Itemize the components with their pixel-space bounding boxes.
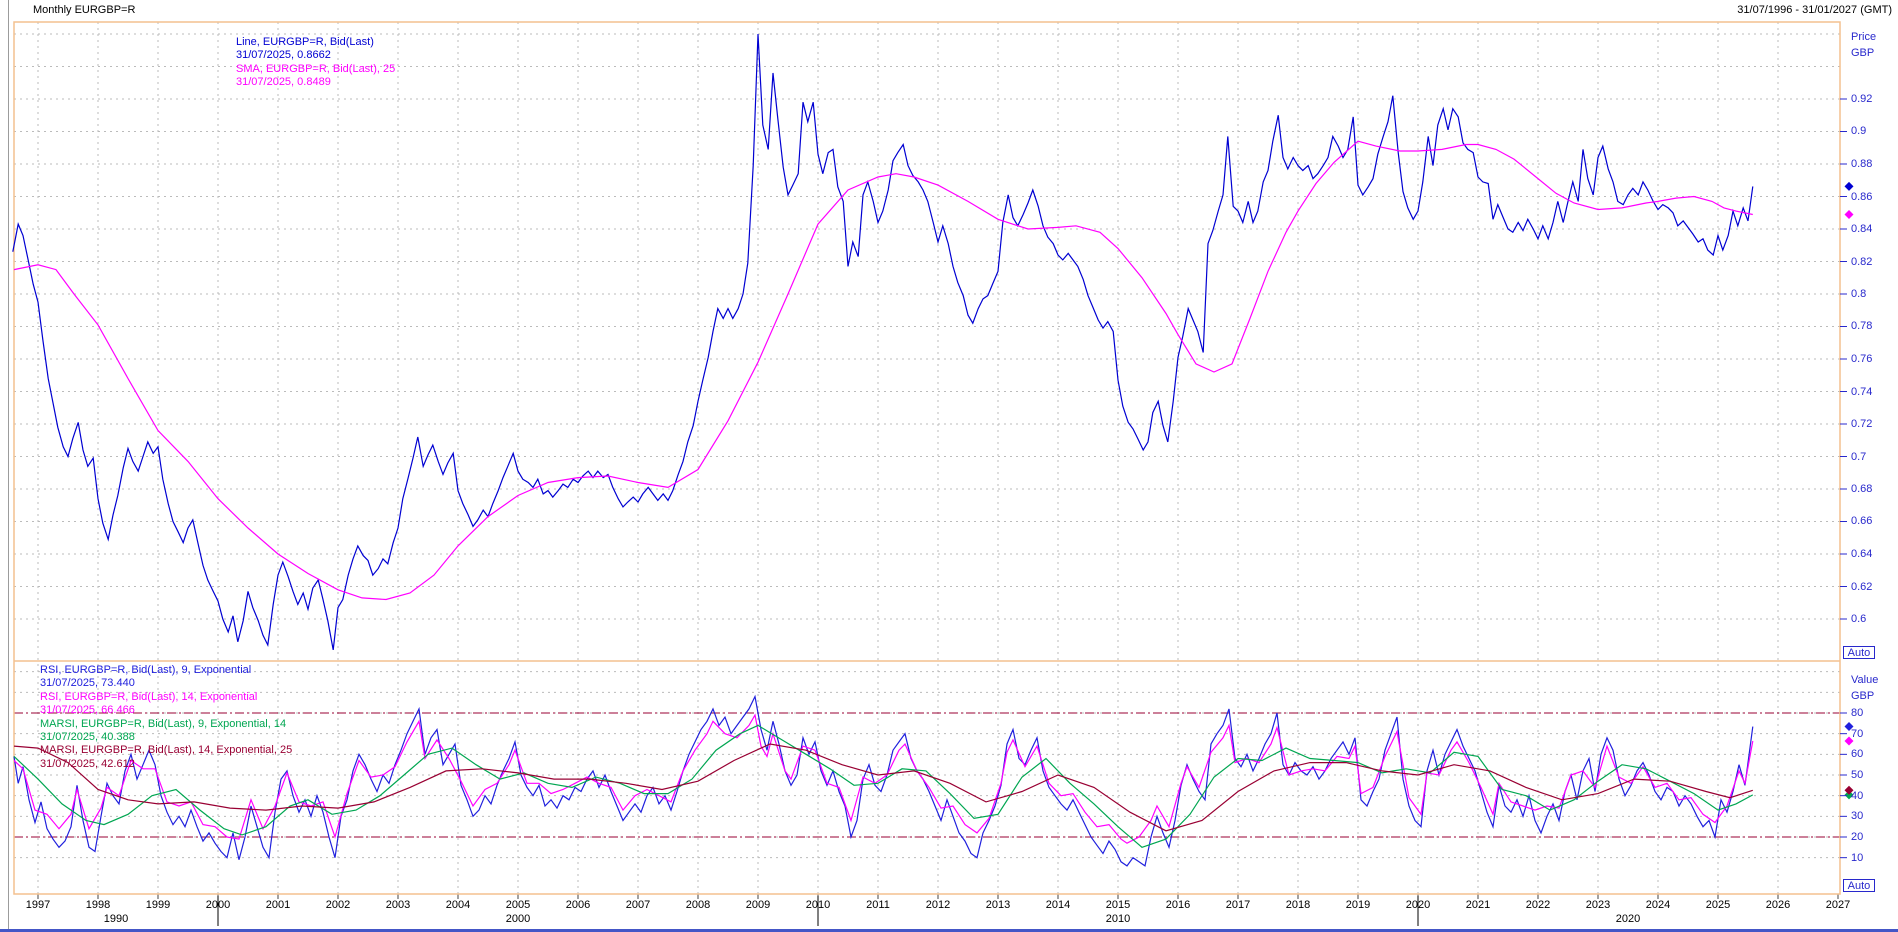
- value-axis-tick-label: 10: [1851, 852, 1864, 864]
- value-axis-tick-label: 50: [1851, 769, 1864, 781]
- legend-line-name: Line, EURGBP=R, Bid(Last): [236, 36, 374, 48]
- chart-title: Monthly EURGBP=R: [33, 4, 136, 16]
- x-axis-year-label: 2026: [1765, 899, 1791, 911]
- rsi14-last-marker: [1844, 736, 1854, 746]
- legend-marsi14-name: MARSI, EURGBP=R, Bid(Last), 14, Exponent…: [40, 744, 293, 757]
- x-axis-year-label: 2009: [745, 899, 771, 911]
- legend-rsi9-value: 31/07/2025, 73.440: [40, 677, 135, 690]
- price-axis-tick-label: 0.64: [1851, 548, 1873, 560]
- x-axis-year-label: 2022: [1525, 899, 1551, 911]
- x-axis-year-label: 1999: [145, 899, 171, 911]
- legend-marsi14-value: 31/07/2025, 42.612: [40, 757, 135, 770]
- legend-rsi14-name: RSI, EURGBP=R, Bid(Last), 14, Exponentia…: [40, 690, 258, 703]
- x-axis-year-label: 2017: [1225, 899, 1251, 911]
- rsi9-last-marker: [1844, 722, 1854, 732]
- panel-frame: [13, 21, 1841, 895]
- x-axis-year-label: 2023: [1585, 899, 1611, 911]
- x-axis-decade-label: 1990: [103, 913, 129, 925]
- rsi-panel-legend: RSI, EURGBP=R, Bid(Last), 9, Exponential…: [40, 664, 292, 771]
- x-axis-decade-label: 2000: [505, 913, 531, 925]
- sma-line: [13, 140, 1753, 601]
- legend-marsi9-value: 31/07/2025, 40.388: [40, 731, 135, 744]
- value-axis-tick-label: 70: [1851, 728, 1864, 740]
- x-axis-year-label: 2021: [1465, 899, 1491, 911]
- legend-rsi9-name: RSI, EURGBP=R, Bid(Last), 9, Exponential: [40, 664, 252, 676]
- price-axis-title-line1: Price: [1851, 31, 1877, 43]
- x-axis-year-label: 2027: [1825, 899, 1851, 911]
- x-axis-year-label: 2003: [385, 899, 411, 911]
- x-axis-year-label: 2011: [866, 899, 890, 911]
- price-panel-legend: Line, EURGBP=R, Bid(Last) 31/07/2025, 0.…: [236, 36, 395, 90]
- x-axis-year-label: 2025: [1705, 899, 1731, 911]
- x-axis-year-label: 2001: [265, 899, 291, 911]
- price-axis-title-line2: GBP: [1851, 47, 1875, 59]
- price-axis-tick-label: 0.9: [1851, 125, 1867, 137]
- legend-marsi9-name: MARSI, EURGBP=R, Bid(Last), 9, Exponenti…: [40, 717, 287, 730]
- price-axis-tick-label: 0.86: [1851, 191, 1873, 203]
- x-axis-year-label: 2016: [1165, 899, 1191, 911]
- x-axis-year-label: 2006: [565, 899, 591, 911]
- window-left-border: [8, 0, 9, 932]
- x-axis-year-label: 2020: [1405, 899, 1431, 911]
- x-axis-year-label: 1997: [25, 899, 51, 911]
- value-axis-tick-label: 30: [1851, 810, 1864, 822]
- window-bottom-bar: [0, 929, 1898, 932]
- x-axis-year-label: 2012: [925, 899, 951, 911]
- value-axis-title-line2: GBP: [1851, 690, 1875, 702]
- marsi9-last-marker: [1844, 790, 1854, 800]
- marsi14-line: [13, 743, 1753, 832]
- value-axis-tick-label: 40: [1851, 790, 1864, 802]
- price-line: [12, 33, 1754, 651]
- x-axis-year-label: 2005: [505, 899, 531, 911]
- price-axis-tick-label: 0.76: [1851, 353, 1873, 365]
- price-axis-tick-label: 0.72: [1851, 418, 1873, 430]
- x-axis-year-label: 2013: [985, 899, 1011, 911]
- value-axis-title-line1: Value: [1851, 674, 1879, 686]
- x-axis-year-label: 2018: [1285, 899, 1311, 911]
- marsi14-last-marker: [1844, 785, 1854, 795]
- date-range-label: 31/07/1996 - 31/01/2027 (GMT): [1737, 4, 1892, 16]
- price-axis-tick-label: 0.78: [1851, 320, 1873, 332]
- value-axis-auto-button[interactable]: Auto: [1843, 879, 1875, 892]
- rsi9-line: [13, 694, 1754, 867]
- x-axis-year-label: 2002: [325, 899, 351, 911]
- x-axis-year-label: 2008: [685, 899, 711, 911]
- price-axis-tick-label: 0.7: [1851, 451, 1867, 463]
- x-axis-year-label: 2010: [805, 899, 831, 911]
- price-axis-tick-label: 0.6: [1851, 613, 1867, 625]
- price-axis-tick-label: 0.62: [1851, 581, 1873, 593]
- value-axis-tick-label: 60: [1851, 748, 1864, 760]
- price-axis-tick-label: 0.84: [1851, 223, 1873, 235]
- x-axis-decade-label: 2010: [1105, 913, 1131, 925]
- price-axis-tick-label: 0.66: [1851, 515, 1873, 527]
- legend-line-value: 31/07/2025, 0.8662: [236, 49, 331, 62]
- price-axis-auto-button[interactable]: Auto: [1843, 646, 1875, 659]
- x-axis-year-label: 2000: [205, 899, 231, 911]
- x-axis-year-label: 2019: [1345, 899, 1371, 911]
- price-axis-tick-label: 0.68: [1851, 483, 1873, 495]
- price-axis-tick-label: 0.82: [1851, 256, 1873, 268]
- x-axis-year-label: 2024: [1645, 899, 1671, 911]
- x-axis-year-label: 1998: [85, 899, 111, 911]
- price-axis-tick-label: 0.92: [1851, 93, 1873, 105]
- value-axis-tick-label: 20: [1851, 831, 1864, 843]
- legend-sma-name: SMA, EURGBP=R, Bid(Last), 25: [236, 62, 396, 75]
- x-axis-year-label: 2015: [1105, 899, 1131, 911]
- legend-sma-value: 31/07/2025, 0.8489: [236, 76, 331, 89]
- sma-last-marker: [1844, 210, 1854, 220]
- price-axis-tick-label: 0.8: [1851, 288, 1867, 300]
- x-axis-year-label: 2007: [625, 899, 651, 911]
- price-last-marker: [1844, 181, 1854, 191]
- legend-rsi14-value: 31/07/2025, 66.466: [40, 704, 135, 717]
- price-axis-tick-label: 0.88: [1851, 158, 1873, 170]
- price-axis-tick-label: 0.74: [1851, 386, 1873, 398]
- marsi9-line: [13, 724, 1754, 848]
- x-axis-year-label: 2014: [1045, 899, 1071, 911]
- x-axis-year-label: 2004: [445, 899, 471, 911]
- x-axis-decade-label: 2020: [1615, 913, 1641, 925]
- value-axis-tick-label: 80: [1851, 707, 1864, 719]
